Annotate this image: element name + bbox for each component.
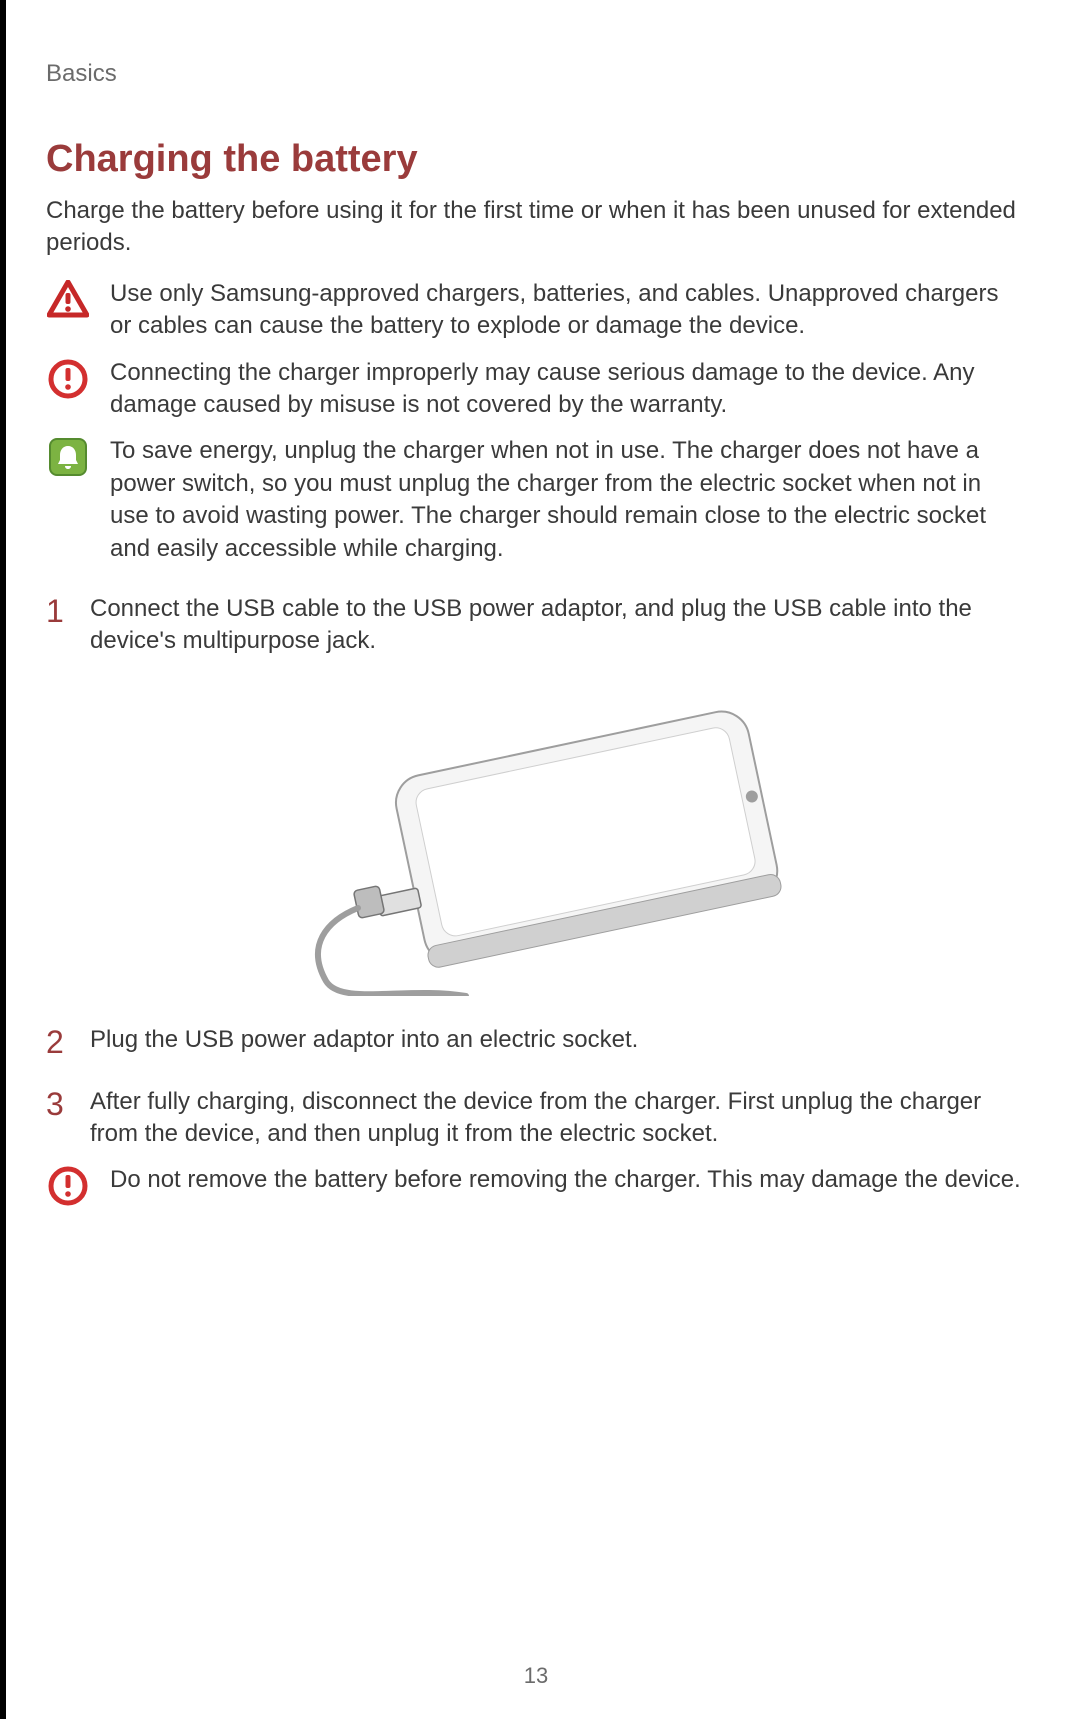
step-text: After fully charging, disconnect the dev… [90, 1086, 1026, 1151]
warning-notice-text: Use only Samsung-approved chargers, batt… [110, 278, 1026, 343]
tip-notice: To save energy, unplug the charger when … [46, 435, 1026, 565]
caution-notice-after: Do not remove the battery before removin… [46, 1164, 1026, 1208]
step-text: Connect the USB cable to the USB power a… [90, 593, 1026, 658]
caution-notice-text: Connecting the charger improperly may ca… [110, 357, 1026, 422]
caution-notice: Connecting the charger improperly may ca… [46, 357, 1026, 422]
breadcrumb: Basics [46, 60, 1026, 88]
caution-after-text: Do not remove the battery before removin… [110, 1164, 1026, 1196]
tip-bell-icon [46, 435, 90, 479]
page-heading: Charging the battery [46, 138, 1026, 181]
step-number: 3 [46, 1086, 72, 1120]
warning-triangle-icon [46, 278, 90, 322]
charging-illustration [46, 686, 1026, 996]
step-text: Plug the USB power adaptor into an elect… [90, 1024, 1026, 1056]
tip-notice-text: To save energy, unplug the charger when … [110, 435, 1026, 565]
step-number: 2 [46, 1024, 72, 1058]
intro-paragraph: Charge the battery before using it for t… [46, 195, 1026, 260]
page-number: 13 [6, 1663, 1066, 1689]
step-3: 3 After fully charging, disconnect the d… [46, 1086, 1026, 1151]
step-2: 2 Plug the USB power adaptor into an ele… [46, 1024, 1026, 1058]
caution-circle-icon [46, 357, 90, 401]
page: Basics Charging the battery Charge the b… [0, 0, 1066, 1719]
warning-notice: Use only Samsung-approved chargers, batt… [46, 278, 1026, 343]
caution-circle-icon [46, 1164, 90, 1208]
step-number: 1 [46, 593, 72, 627]
step-1: 1 Connect the USB cable to the USB power… [46, 593, 1026, 658]
